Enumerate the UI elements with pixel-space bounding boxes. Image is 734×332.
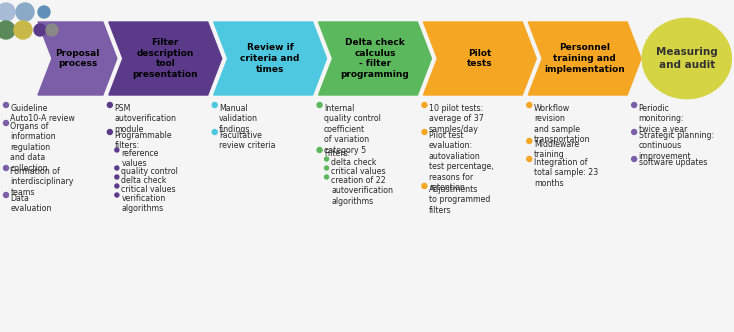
Circle shape (115, 193, 119, 197)
Circle shape (527, 156, 532, 161)
Text: Data
evaluation: Data evaluation (10, 194, 52, 213)
Text: Facultative
review criteria: Facultative review criteria (219, 131, 276, 150)
Polygon shape (214, 22, 327, 95)
Ellipse shape (642, 18, 731, 99)
Circle shape (14, 21, 32, 39)
Circle shape (324, 175, 329, 179)
Polygon shape (528, 22, 641, 95)
Circle shape (0, 3, 15, 21)
Circle shape (4, 121, 9, 125)
Circle shape (422, 184, 427, 189)
Circle shape (115, 148, 119, 152)
Text: Pilot
tests: Pilot tests (467, 48, 493, 68)
Text: quality control: quality control (121, 167, 178, 176)
Text: Delta check
calculus
- filter
programming: Delta check calculus - filter programmin… (341, 38, 410, 79)
Text: Formation of
interdisciplinary
teams: Formation of interdisciplinary teams (10, 167, 74, 197)
Circle shape (422, 129, 427, 134)
Text: Organs of
information
regulation
and data
collection: Organs of information regulation and dat… (10, 122, 56, 173)
Circle shape (212, 103, 217, 108)
Circle shape (324, 157, 329, 161)
Text: Proposal
process: Proposal process (55, 48, 100, 68)
Text: Periodic
monitoring:
twice a year: Periodic monitoring: twice a year (639, 104, 687, 134)
Circle shape (324, 166, 329, 170)
Text: Pilot test
evaluation:
autovaliation
test percentage,
reasons for
retention: Pilot test evaluation: autovaliation tes… (429, 131, 493, 192)
Text: Adjustments
to programmed
filters: Adjustments to programmed filters (429, 185, 490, 215)
Circle shape (4, 103, 9, 108)
Text: reference
values: reference values (121, 149, 159, 168)
Circle shape (317, 147, 322, 152)
Text: Integration of
total sample: 23
months: Integration of total sample: 23 months (534, 158, 598, 188)
Text: delta check: delta check (331, 158, 377, 167)
Circle shape (4, 193, 9, 198)
Text: software updates: software updates (639, 158, 707, 167)
Circle shape (46, 24, 58, 36)
Circle shape (16, 3, 34, 21)
Text: delta check: delta check (121, 176, 167, 185)
Circle shape (34, 24, 46, 36)
Text: Personnel
training and
implementation: Personnel training and implementation (545, 43, 625, 74)
Text: PSM
autoverification
module: PSM autoverification module (115, 104, 176, 134)
Text: Guideline
Auto10-A review: Guideline Auto10-A review (10, 104, 76, 124)
Circle shape (4, 165, 9, 171)
Circle shape (107, 103, 112, 108)
Circle shape (527, 138, 532, 143)
Text: creation of 22
autoverification
algorithms: creation of 22 autoverification algorith… (331, 176, 393, 206)
Circle shape (527, 103, 532, 108)
Text: Manual
validation
findings: Manual validation findings (219, 104, 258, 134)
Polygon shape (109, 22, 222, 95)
Circle shape (107, 129, 112, 134)
Circle shape (115, 184, 119, 188)
Circle shape (632, 103, 636, 108)
Text: 10 pilot tests:
average of 37
samples/day: 10 pilot tests: average of 37 samples/da… (429, 104, 484, 134)
Text: Filters:: Filters: (324, 149, 350, 158)
Circle shape (632, 156, 636, 161)
Text: Strategic planning:
continuous
improvement: Strategic planning: continuous improveme… (639, 131, 713, 161)
Circle shape (38, 6, 50, 18)
Circle shape (422, 103, 427, 108)
Text: Workflow
revision
and sample
transportation: Workflow revision and sample transportat… (534, 104, 590, 144)
Text: verification
algorithms: verification algorithms (121, 194, 166, 213)
Polygon shape (319, 22, 432, 95)
Text: critical values: critical values (121, 185, 176, 194)
Text: Programmable
filters:: Programmable filters: (115, 131, 172, 150)
Circle shape (632, 129, 636, 134)
Text: Measuring
and audit: Measuring and audit (656, 47, 718, 70)
Circle shape (115, 166, 119, 170)
Polygon shape (38, 22, 117, 95)
Text: Internal
quality control
coefficient
of variation
category 5: Internal quality control coefficient of … (324, 104, 381, 155)
Circle shape (212, 129, 217, 134)
Text: Review if
criteria and
times: Review if criteria and times (241, 43, 299, 74)
Circle shape (115, 175, 119, 179)
Circle shape (0, 21, 15, 39)
Text: Middleware
training: Middleware training (534, 140, 579, 159)
Text: critical values: critical values (331, 167, 385, 176)
Text: Filter
description
tool
presentation: Filter description tool presentation (132, 38, 198, 79)
Circle shape (317, 103, 322, 108)
Polygon shape (424, 22, 537, 95)
